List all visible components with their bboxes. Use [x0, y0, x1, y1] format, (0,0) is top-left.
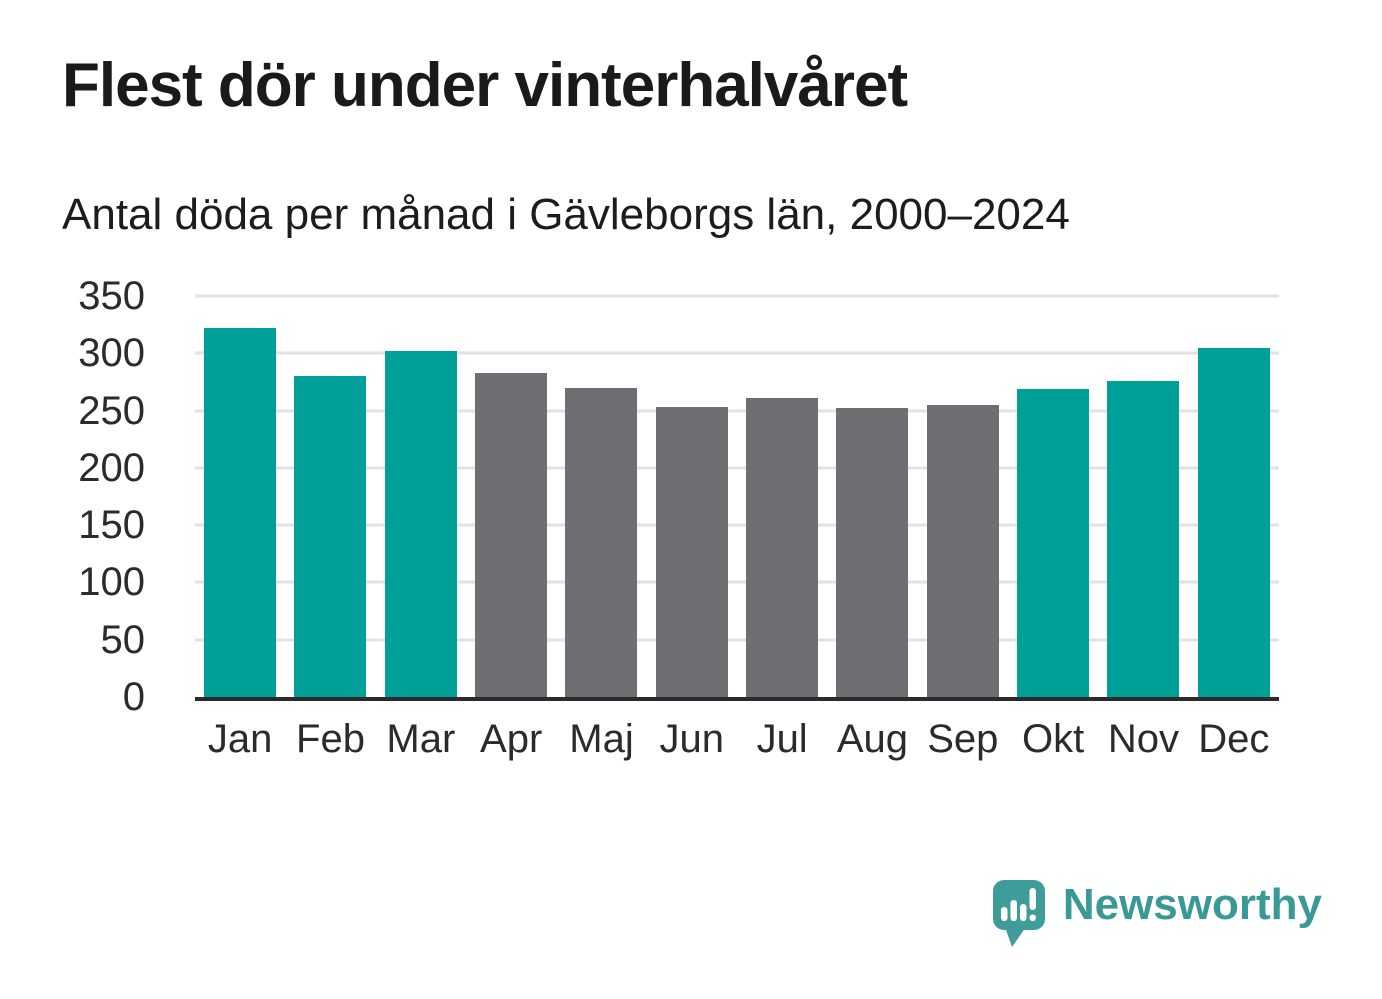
bar-band	[195, 296, 285, 697]
gridline-350	[195, 294, 1279, 298]
bar-band	[918, 296, 1008, 697]
y-axis-tick-label: 250	[78, 388, 145, 433]
gridline-100	[195, 580, 1279, 584]
x-axis-tick-label: Okt	[1022, 717, 1085, 761]
bar-jan	[204, 328, 277, 697]
bar-chart-speech-bubble-icon	[992, 880, 1045, 947]
bar-band	[1008, 296, 1098, 697]
x-axis-tick-label: Feb	[296, 717, 365, 761]
x-axis-tick-label: Jan	[207, 717, 273, 761]
x-axis-tick-label: Apr	[480, 717, 543, 761]
bar-band	[556, 296, 646, 697]
bar-okt	[1017, 388, 1090, 697]
bar-dec	[1197, 347, 1270, 697]
x-axis-tick-label: Jul	[756, 717, 808, 761]
chart-title: Flest dör under vinterhalvåret	[62, 51, 908, 120]
gridline-150	[195, 523, 1279, 527]
bar-feb	[294, 376, 367, 697]
bar-apr	[475, 372, 548, 697]
y-axis: 0 50 100 150 200 250 300 350	[50, 276, 170, 717]
bar-aug	[836, 408, 909, 697]
bar-mar	[384, 351, 457, 697]
gridline-50	[195, 638, 1279, 642]
y-axis-tick-label: 150	[78, 503, 145, 548]
bar-band	[737, 296, 827, 697]
gridline-200	[195, 466, 1279, 470]
x-axis-tick-label: Maj	[569, 717, 634, 761]
bar-band	[466, 296, 556, 697]
x-axis-tick-label: Aug	[836, 717, 909, 761]
x-axis-tick-label: Jun	[659, 717, 725, 761]
bar-maj	[565, 387, 638, 697]
gridline-300	[195, 351, 1279, 355]
y-axis-tick-label: 100	[78, 560, 145, 605]
y-axis-tick-label: 200	[78, 445, 145, 490]
newsworthy-logo: Newsworthy	[991, 876, 1322, 950]
bar-band	[285, 296, 375, 697]
y-axis-tick-label: 0	[122, 675, 145, 719]
bar-nov	[1107, 380, 1180, 697]
y-axis-tick-label: 50	[100, 617, 146, 662]
bar-sep	[926, 404, 999, 697]
bar-band	[1189, 296, 1279, 697]
bar-band	[827, 296, 917, 697]
x-axis-tick-label: Mar	[386, 717, 456, 761]
chart-subtitle: Antal döda per månad i Gävleborgs län, 2…	[62, 190, 1070, 239]
gridline-250	[195, 409, 1279, 413]
bar-band	[647, 296, 737, 697]
x-axis-tick-label: Sep	[927, 717, 999, 761]
bar-band	[376, 296, 466, 697]
x-axis-line	[195, 697, 1279, 701]
bar-chart-plot-area: 0 50 100 150 200 250 300 350 Jan Feb Mar Apr Maj Jun…	[78, 276, 1279, 759]
bar-series	[195, 296, 1279, 697]
y-axis-tick-label: 350	[78, 274, 145, 318]
x-axis: Jan Feb Mar Apr Maj Jun Jul Aug Sep Okt Nov Dec	[195, 719, 1279, 759]
newsworthy-wordmark: Newsworthy	[1062, 880, 1322, 929]
y-axis-tick-label: 300	[78, 331, 145, 376]
bar-jul	[746, 397, 819, 697]
bar-jun	[655, 407, 728, 697]
x-axis-tick-label: Dec	[1198, 717, 1270, 761]
x-axis-tick-label: Nov	[1107, 717, 1180, 761]
bar-band	[1098, 296, 1188, 697]
